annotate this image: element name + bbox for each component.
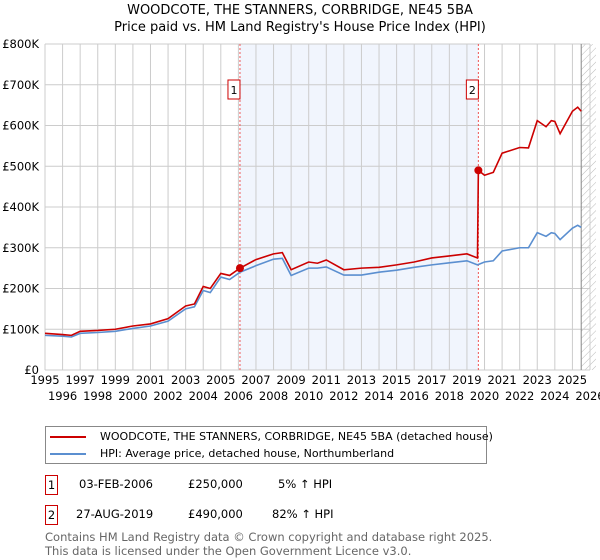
legend-item-property: WOODCOTE, THE STANNERS, CORBRIDGE, NE45 … [50,430,493,443]
x-tick-label: 2014 [364,389,393,403]
legend-label: WOODCOTE, THE STANNERS, CORBRIDGE, NE45 … [100,430,493,443]
x-tick-label: 2012 [329,389,358,403]
x-tick-label: 2002 [153,389,182,403]
y-tick-label: £800K [2,37,39,51]
x-tick-label: 2018 [435,389,464,403]
sale-point [474,166,483,175]
x-tick-label: 2019 [452,373,481,387]
x-tick-label: 2015 [382,373,411,387]
transaction-hpi: 5% ↑ HPI [278,477,333,491]
x-tick-label: 1999 [101,373,130,387]
x-tick-label: 2020 [470,389,499,403]
x-tick-label: 2000 [118,389,147,403]
x-tick-label: 2004 [189,389,218,403]
x-tick-label: 2023 [523,373,552,387]
y-tick-label: £100K [2,322,39,336]
footer-line-2: This data is licensed under the Open Gov… [45,544,412,558]
x-tick-label: 2006 [224,389,253,403]
y-tick-label: £300K [2,241,39,255]
footer: Contains HM Land Registry data © Crown c… [45,530,492,558]
annotation-label: 1 [230,84,237,97]
y-tick-label: £500K [2,159,39,173]
x-tick-label: 2001 [136,373,165,387]
transaction-hpi: 82% ↑ HPI [272,507,334,521]
x-tick-label: 2003 [171,373,200,387]
series-line-property [44,106,582,337]
transaction-date: 03-FEB-2006 [79,477,153,491]
x-tick-label: 1996 [48,389,77,403]
legend-swatch-red [50,435,86,438]
price-chart: 1995 1996 1997 1998 1999 2000 2001 2002 2003 2004… [2,37,600,403]
annotation-box [465,79,479,100]
x-tick-label: 2016 [400,389,429,403]
transaction-date: 27-AUG-2019 [76,507,154,521]
transaction-price: £490,000 [188,507,243,521]
y-tick-label: £400K [2,200,39,214]
series-line-hpi [44,224,582,338]
x-tick-label: 1998 [83,389,112,403]
x-tick-label: 1995 [30,373,59,387]
chart-title: WOODCOTE, THE STANNERS, CORBRIDGE, NE45 … [127,3,473,18]
legend-label: HPI: Average price, detached house, Nort… [100,447,395,460]
annotation-box [227,79,241,100]
transaction-price: £250,000 [188,477,243,491]
y-tick-label: £600K [2,119,39,133]
chart-subtitle: Price paid vs. HM Land Registry's House … [114,20,486,35]
transaction-badge: 1 [45,475,58,495]
legend-item-hpi: HPI: Average price, detached house, Nort… [50,447,394,460]
annotation-label: 2 [469,84,476,97]
sale-point [235,264,244,273]
x-tick-label: 2007 [241,373,270,387]
transaction-badge: 2 [45,505,58,525]
x-tick-label: 2011 [312,373,341,387]
x-tick-label: 2008 [259,389,288,403]
x-tick-label: 2024 [540,389,569,403]
x-tick-label: 2010 [294,389,323,403]
x-tick-label: 2009 [276,373,305,387]
x-tick-label: 2025 [558,373,587,387]
x-tick-label: 2022 [505,389,534,403]
y-tick-label: £700K [2,78,39,92]
x-tick-label: 2021 [487,373,516,387]
x-tick-label: 2013 [347,373,376,387]
footer-line-1: Contains HM Land Registry data © Crown c… [45,530,493,544]
x-tick-label: 2005 [206,373,235,387]
y-tick-label: £200K [2,282,39,296]
legend-swatch-blue [50,452,86,455]
legend: WOODCOTE, THE STANNERS, CORBRIDGE, NE45 … [45,426,493,464]
x-tick-label: 1997 [66,373,95,387]
y-tick-label: £0 [24,363,39,377]
x-tick-label: 2026 [575,389,600,403]
x-tick-label: 2017 [417,373,446,387]
